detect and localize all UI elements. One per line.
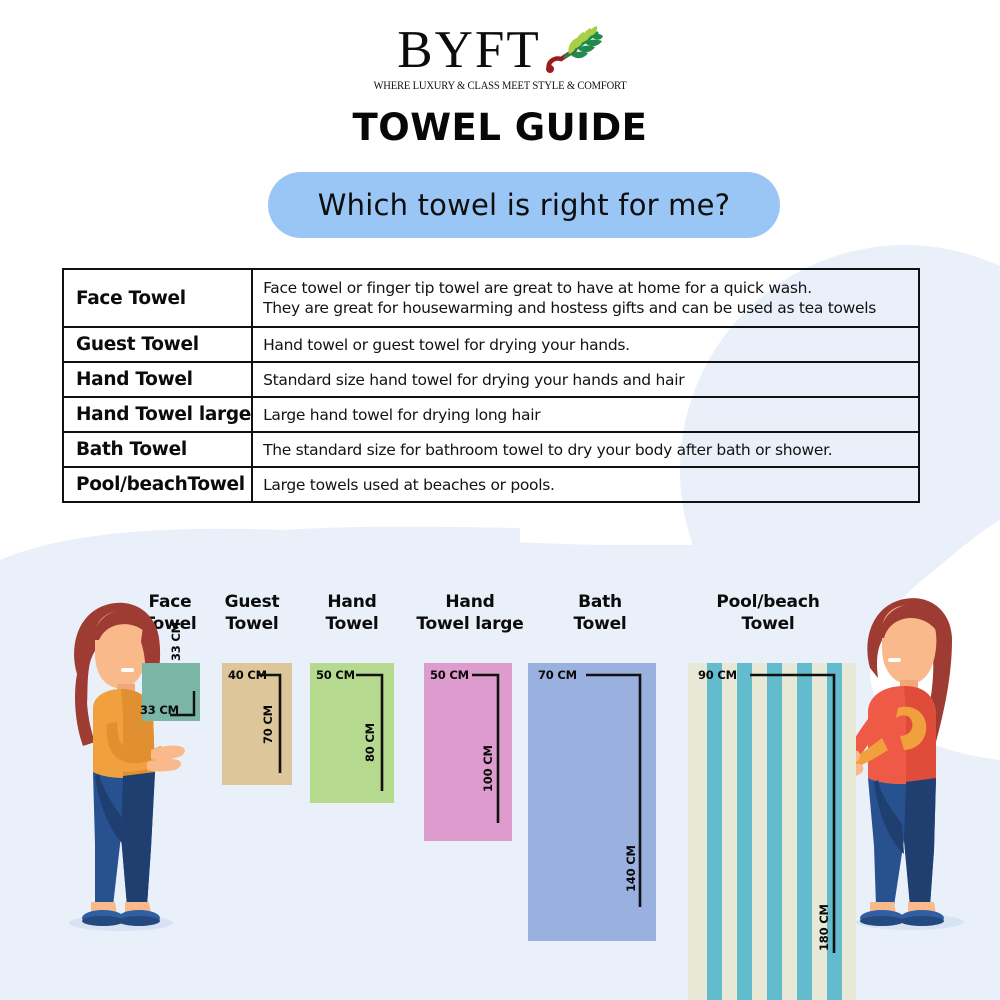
row-desc-pool-beach-towel: Large towels used at beaches or pools. [263,475,555,494]
row-desc-hand-towel: Standard size hand towel for drying your… [263,370,685,389]
table-row: Face Towel Face towel or finger tip towe… [63,269,919,327]
desc-line: Face towel or finger tip towel are great… [263,279,812,297]
towel-label-guest: Guest Towel [225,591,280,635]
dimension-bracket-bath [528,663,656,941]
towel-swatch-hand: 50 CM 80 CM [310,663,394,803]
towel-swatch-face: 33 CM 33 CM [140,622,200,721]
wheat-sprig-icon [545,26,603,73]
desc-line: They are great for housewarming and host… [263,299,877,317]
brand-row: BYFT [397,21,603,79]
towel-label-pool-beach: Pool/beach Towel [716,591,819,635]
towel-label-bath: Bath Towel [573,591,626,635]
row-desc-guest-towel: Hand towel or guest towel for drying you… [263,335,630,354]
dimension-width-guest: 40 CM [228,668,267,682]
dimension-width-hand-large: 50 CM [430,668,469,682]
label-line-1: Hand [327,592,377,612]
table-row: Guest Towel Hand towel or guest towel fo… [63,327,919,362]
label-line-1: Guest [224,592,280,612]
table-row: Bath Towel The standard size for bathroo… [63,432,919,467]
dimension-bracket-hand [310,663,394,803]
dimension-width-face: 33 CM [140,703,179,717]
question-text: Which towel is right for me? [317,188,731,222]
towel-swatch-hand-large: 50 CM 100 CM [424,663,512,841]
towel-swatch-bath: 70 CM 140 CM [528,663,656,941]
question-banner: Which towel is right for me? [268,172,780,238]
row-desc-bath-towel: The standard size for bathroom towel to … [263,440,833,459]
woman-holding-face-towel [69,602,185,931]
row-name-guest-towel: Guest Towel [63,327,254,362]
dimension-height-hand: 80 CM [363,723,377,763]
row-name-bath-towel: Bath Towel [63,432,254,467]
label-line-2: Towel [225,614,279,634]
page-title: TOWEL GUIDE [352,106,648,149]
dimension-height-bath: 140 CM [624,845,638,893]
dimension-width-hand: 50 CM [316,668,355,682]
label-line-2: Towel [573,614,627,634]
brand-name: BYFT [397,21,541,79]
row-name-hand-towel-large: Hand Towel large [63,397,254,432]
towel-swatch-pool-beach: 90 CM 180 CM [688,663,856,1000]
dimension-bracket-hand-large [424,663,512,841]
label-line-1: Pool/beach [716,592,820,612]
dimension-width-bath: 70 CM [538,668,577,682]
towel-label-hand: Hand Towel [325,591,378,635]
dimension-height-hand-large: 100 CM [481,745,495,793]
dimension-height-pool-beach: 180 CM [817,904,831,952]
towel-swatch-guest: 40 CM 70 CM [222,663,292,785]
table-row: Pool/beachTowel Large towels used at bea… [63,467,919,502]
label-line-2: Towel [325,614,379,634]
table-row: Hand Towel large Large hand towel for dr… [63,397,919,432]
row-desc-face-towel: Face towel or finger tip towel are great… [252,269,919,327]
towel-guide-table: Face Towel Face towel or finger tip towe… [62,268,920,503]
towel-label-hand-large: Hand Towel large [416,591,523,635]
label-line-2: Towel [741,614,795,634]
label-line-1: Face [148,592,192,612]
row-desc-hand-towel-large: Large hand towel for drying long hair [263,405,541,424]
row-name-pool-beach-towel: Pool/beachTowel [63,467,254,502]
table-row: Hand Towel Standard size hand towel for … [63,362,919,397]
woman-holding-pool-towel [838,598,964,930]
dimension-width-pool-beach: 90 CM [698,668,737,682]
row-name-face-towel: Face Towel [63,269,254,327]
row-name-hand-towel: Hand Towel [63,362,254,397]
brand-tagline: WHERE LUXURY & CLASS MEET STYLE & COMFOR… [373,80,627,92]
brand-block: BYFT WHERE LUXURY & CLASS MEET STYLE & C… [0,22,1000,92]
label-line-1: Hand [445,592,495,612]
dimension-height-face: 33 CM [169,622,183,661]
label-line-1: Bath [578,592,622,612]
dimension-height-guest: 70 CM [261,705,275,745]
label-line-2: Towel large [416,614,524,634]
